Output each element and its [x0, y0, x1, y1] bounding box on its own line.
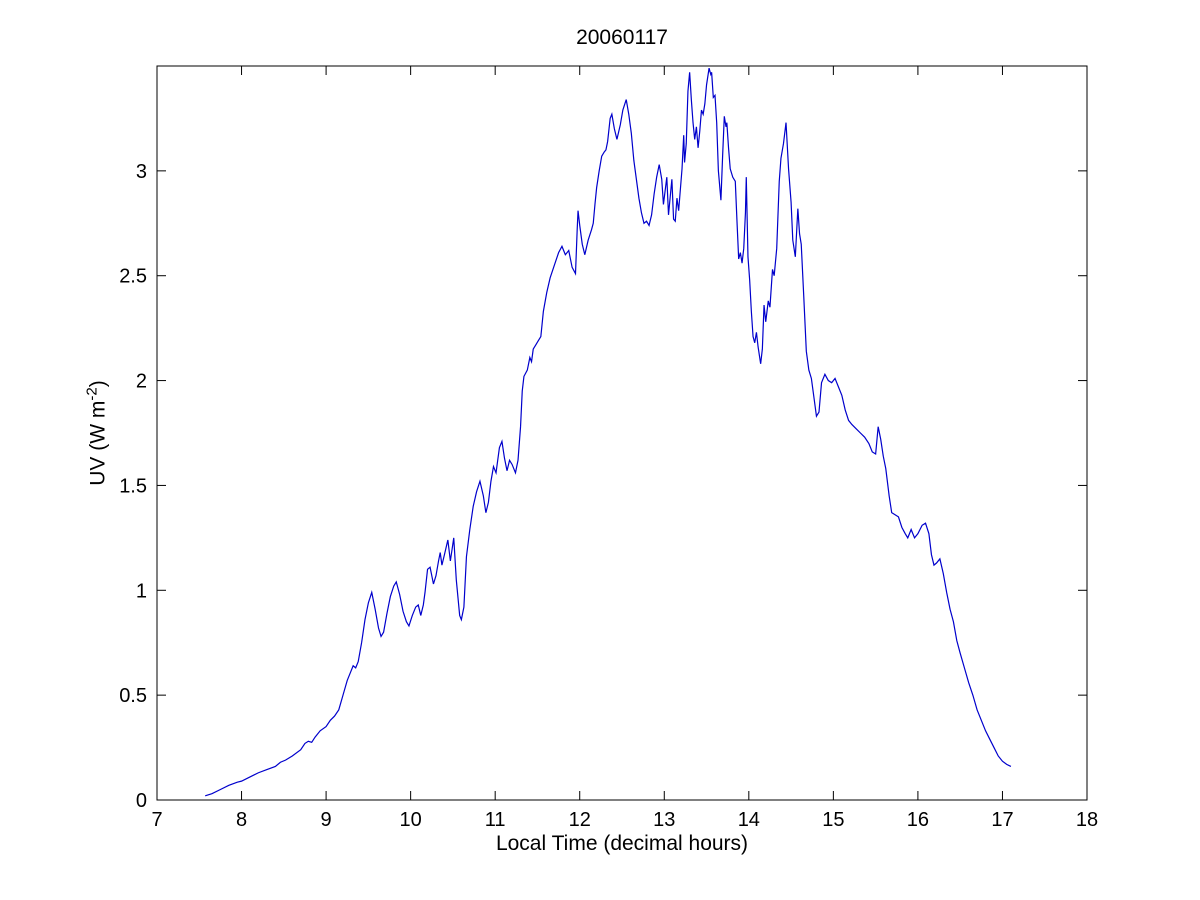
y-axis-label-text: UV (W m	[86, 400, 110, 486]
x-tick-label: 7	[151, 809, 162, 831]
y-axis-label-suffix: )	[86, 380, 110, 388]
y-tick-label: 2.5	[119, 266, 147, 288]
x-tick-label: 9	[321, 809, 332, 831]
x-tick-label: 12	[569, 809, 591, 831]
x-tick-label: 15	[822, 809, 844, 831]
x-tick-label: 10	[400, 809, 422, 831]
y-tick-label: 0	[136, 790, 147, 812]
y-tick-label: 1	[136, 580, 147, 602]
x-tick-label: 18	[1076, 809, 1098, 831]
plot-box	[156, 65, 1088, 801]
x-tick-label: 11	[485, 809, 506, 831]
y-tick-label: 1.5	[119, 475, 147, 497]
chart-title: 20060117	[576, 26, 668, 49]
y-axis-label-superscript: -2	[83, 387, 101, 401]
uv-data-line	[205, 67, 1012, 797]
x-tick-label: 8	[236, 809, 247, 831]
y-axis-label: UV (W m-2)	[84, 303, 111, 563]
y-tick-label: 3	[136, 161, 147, 183]
x-axis-label: Local Time (decimal hours)	[495, 832, 749, 855]
x-tick-label: 14	[738, 809, 760, 831]
y-tick-label: 0.5	[119, 685, 147, 707]
x-tick-label: 13	[653, 809, 675, 831]
x-tick-label: 17	[991, 809, 1013, 831]
x-tick-label: 16	[907, 809, 929, 831]
y-tick-label: 2	[136, 371, 147, 393]
